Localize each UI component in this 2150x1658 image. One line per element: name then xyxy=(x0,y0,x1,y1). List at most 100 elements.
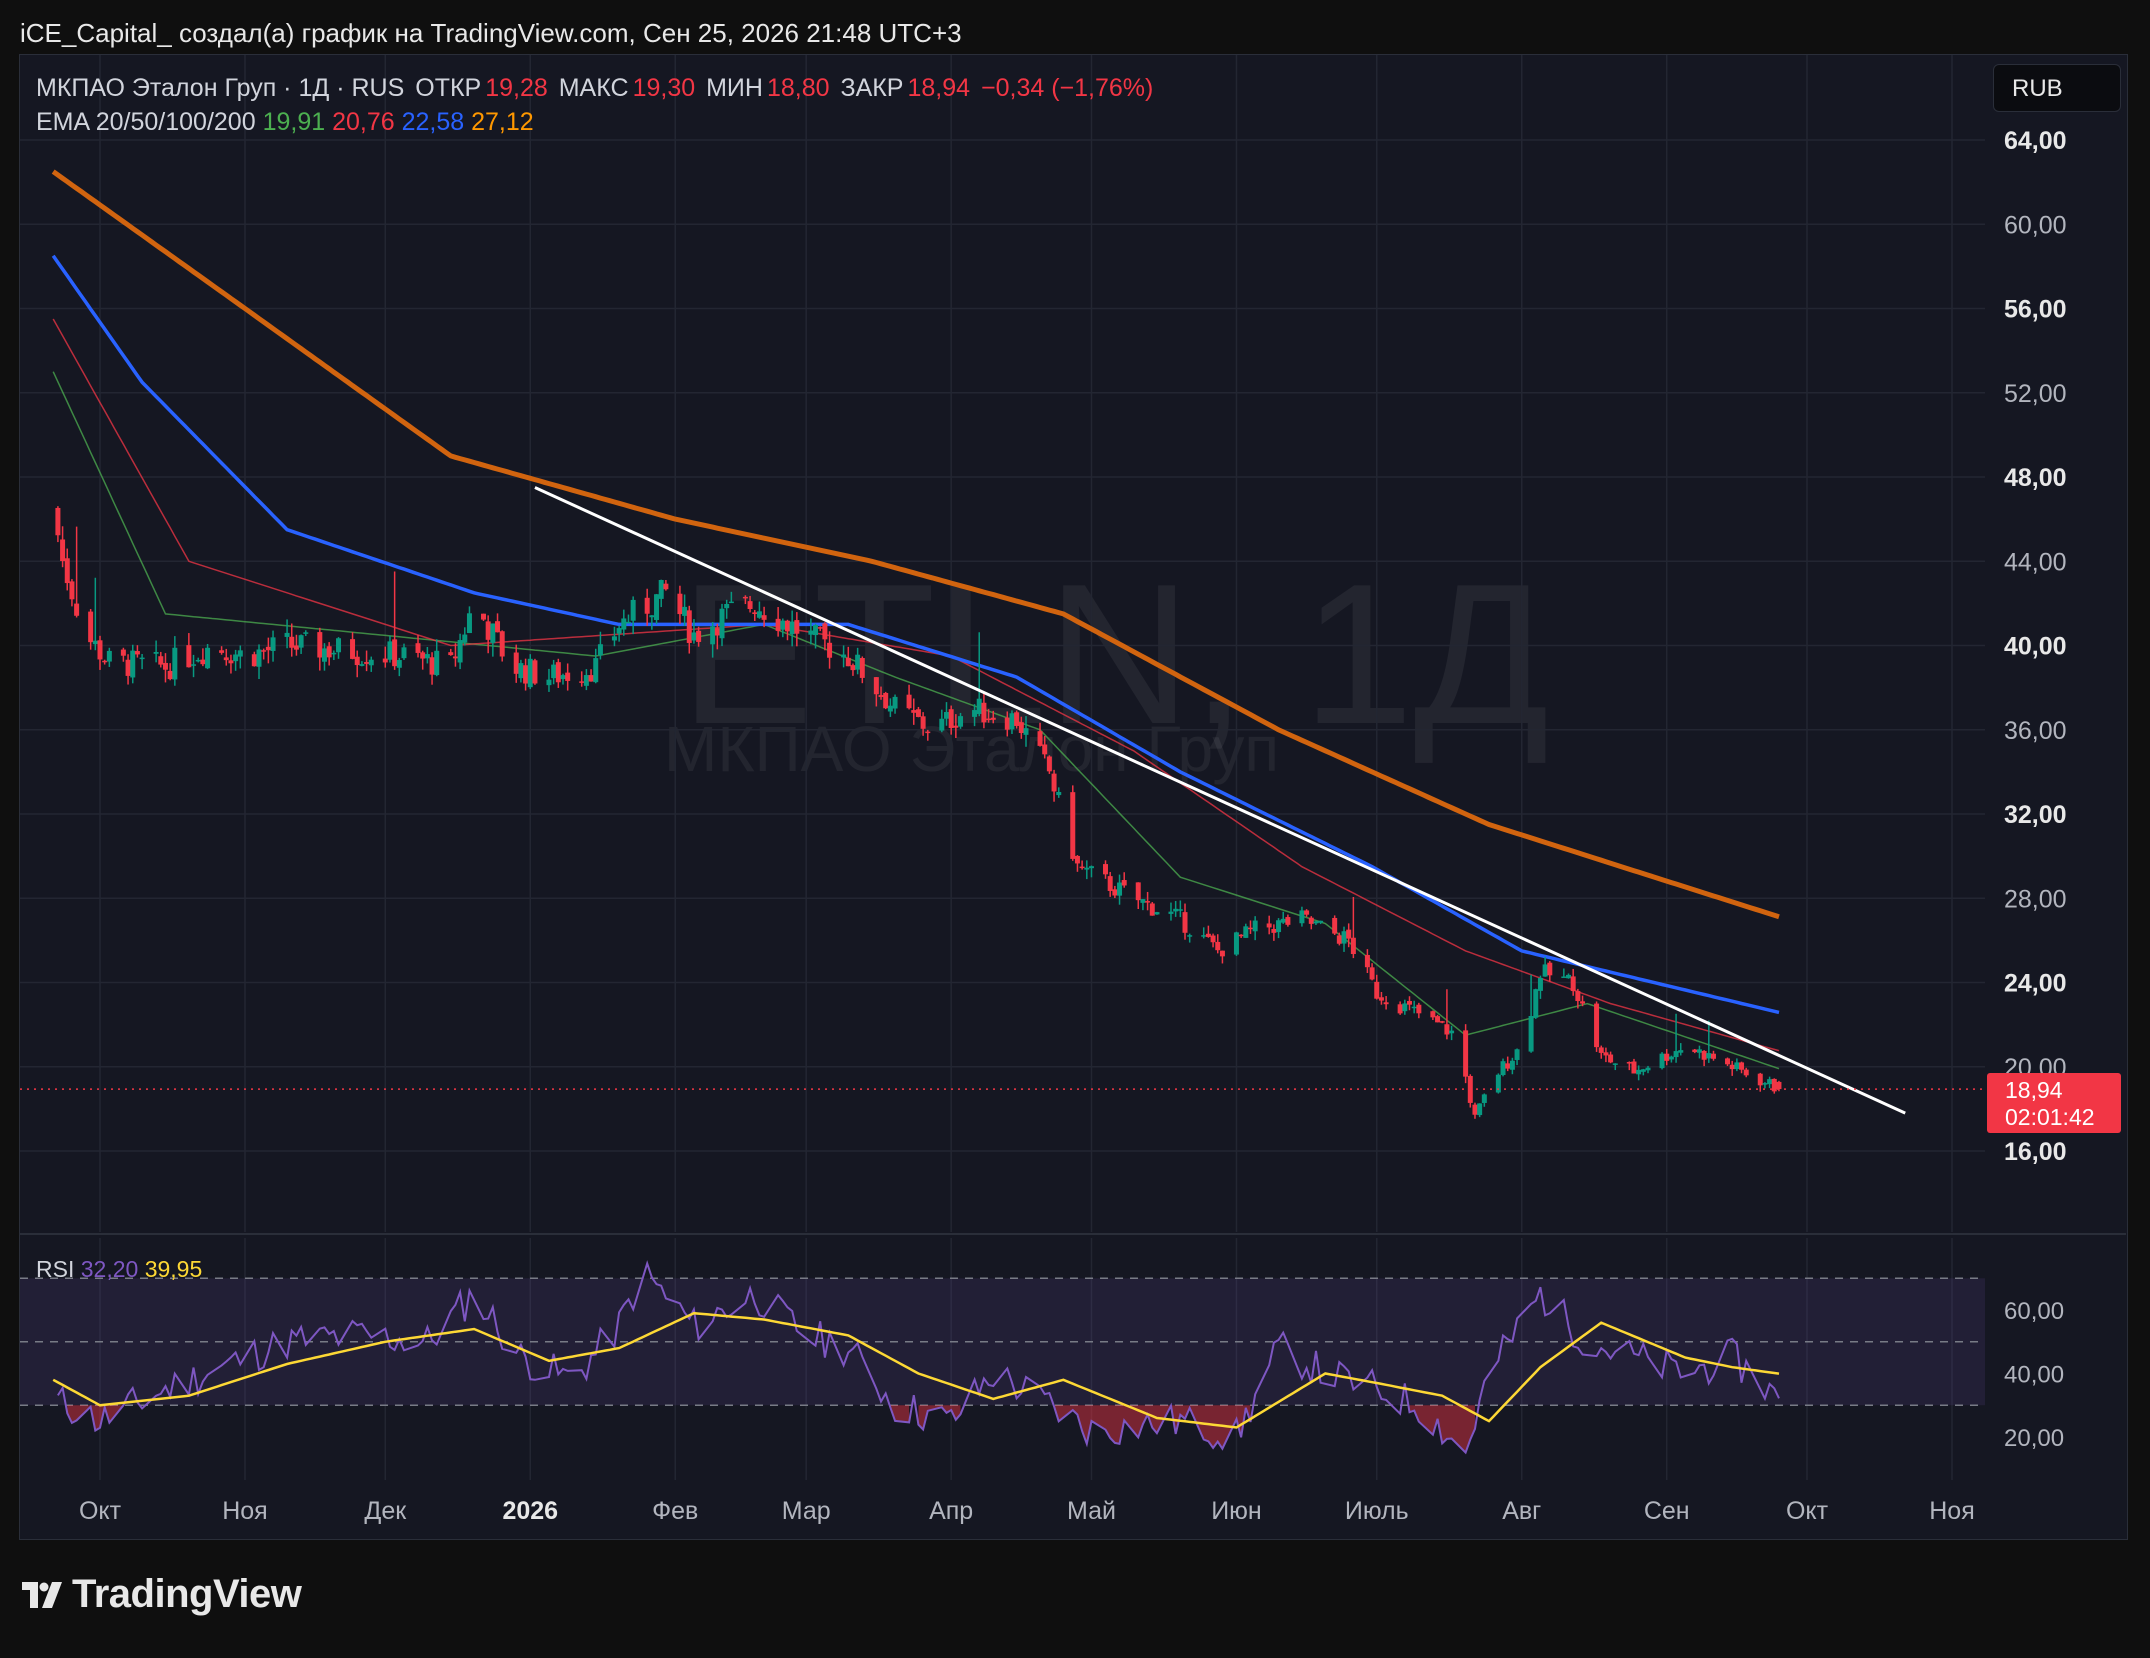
symbol-label[interactable]: МКПАО Эталон Груп · 1Д · RUS xyxy=(36,74,405,102)
candle xyxy=(1168,911,1174,914)
candle xyxy=(205,647,211,669)
time-axis-label: Ноя xyxy=(222,1497,268,1525)
candle xyxy=(1266,923,1272,928)
candle xyxy=(1369,967,1375,980)
low-label: МИН xyxy=(706,74,763,102)
candle xyxy=(1411,1006,1417,1009)
candle xyxy=(621,618,627,630)
candle xyxy=(654,594,660,620)
candle xyxy=(186,645,192,668)
candle xyxy=(382,658,388,663)
candle xyxy=(1271,929,1277,933)
candle xyxy=(424,654,430,659)
candle xyxy=(597,644,603,656)
candle xyxy=(233,654,239,662)
candle xyxy=(981,702,987,723)
candle xyxy=(780,620,786,630)
candle xyxy=(616,628,622,634)
candle xyxy=(728,601,734,604)
candle xyxy=(1004,717,1010,730)
rsi-axis-label: 40,00 xyxy=(2004,1362,2064,1389)
candle xyxy=(677,593,683,615)
candle xyxy=(588,675,594,682)
ema20-line xyxy=(52,371,1780,1070)
price-axis-label: 36,00 xyxy=(2004,717,2067,745)
price-axis-label: 64,00 xyxy=(2004,127,2067,155)
candle xyxy=(1285,917,1291,925)
candle xyxy=(162,662,168,670)
candle xyxy=(466,613,472,634)
candle xyxy=(513,652,519,674)
candle xyxy=(1252,920,1258,932)
candle xyxy=(817,627,823,629)
candle xyxy=(1313,921,1319,924)
candle xyxy=(1117,882,1123,896)
time-axis-label: Авг xyxy=(1502,1497,1541,1525)
candle xyxy=(102,660,108,663)
candle xyxy=(1509,1060,1515,1070)
candle xyxy=(1701,1050,1707,1060)
candle xyxy=(452,656,458,659)
candle xyxy=(293,645,299,650)
tradingview-wordmark: TradingView xyxy=(72,1572,302,1616)
candle xyxy=(1023,728,1029,735)
rsi-legend[interactable]: RSI 32,20 39,95 xyxy=(36,1256,202,1283)
candle xyxy=(350,639,356,659)
ema-label: EMA 20/50/100/200 xyxy=(36,108,256,136)
candle xyxy=(354,656,360,666)
candle xyxy=(892,696,898,709)
candle xyxy=(593,658,599,683)
time-axis-label: Июль xyxy=(1345,1497,1409,1525)
currency-button[interactable]: RUB xyxy=(1993,64,2121,112)
candle xyxy=(499,631,505,657)
candle xyxy=(1103,864,1109,875)
candle xyxy=(756,611,762,618)
candle xyxy=(191,664,197,666)
candle xyxy=(237,650,243,657)
time-axis-label: Фев xyxy=(652,1497,698,1525)
candle xyxy=(1537,977,1543,991)
candle xyxy=(1528,1016,1534,1052)
ema-legend[interactable]: EMA 20/50/100/200 19,91 20,76 22,58 27,1… xyxy=(36,108,534,137)
candle xyxy=(1706,1053,1712,1059)
candle xyxy=(1014,712,1020,726)
candle xyxy=(1767,1079,1773,1085)
candle xyxy=(457,640,463,663)
candle xyxy=(789,621,795,635)
candle xyxy=(1444,1024,1450,1035)
candle xyxy=(1107,876,1113,891)
candle xyxy=(1383,1002,1389,1005)
candle xyxy=(583,675,589,686)
rsi-ma-line xyxy=(52,1311,1780,1429)
candle xyxy=(546,679,552,686)
candle xyxy=(1219,950,1225,957)
candle xyxy=(761,615,767,620)
candle xyxy=(1299,910,1305,924)
ema20-value: 19,91 xyxy=(262,108,326,136)
candle xyxy=(1402,1003,1408,1012)
candle xyxy=(396,660,402,668)
candle xyxy=(920,716,926,729)
candle xyxy=(1477,1103,1483,1116)
candle xyxy=(1084,867,1090,870)
candle xyxy=(92,640,98,645)
candle xyxy=(644,597,650,614)
candle xyxy=(630,599,636,621)
candle xyxy=(1463,1030,1469,1077)
attribution: iCE_Capital_ создал(а) график на Trading… xyxy=(20,18,962,48)
tradingview-logo[interactable]: TradingView xyxy=(22,1572,302,1617)
candle xyxy=(139,657,145,660)
candle xyxy=(303,632,309,634)
candle xyxy=(696,630,702,642)
bar-countdown: 02:01:42 xyxy=(2005,1104,2095,1130)
candle xyxy=(555,662,561,683)
candle xyxy=(1336,935,1342,944)
candle xyxy=(841,654,847,658)
ema50-value: 20,76 xyxy=(332,108,395,136)
candle xyxy=(1318,920,1324,923)
candle xyxy=(1500,1061,1506,1076)
candle xyxy=(611,636,617,641)
candle xyxy=(1729,1064,1735,1070)
candle xyxy=(1664,1053,1670,1061)
